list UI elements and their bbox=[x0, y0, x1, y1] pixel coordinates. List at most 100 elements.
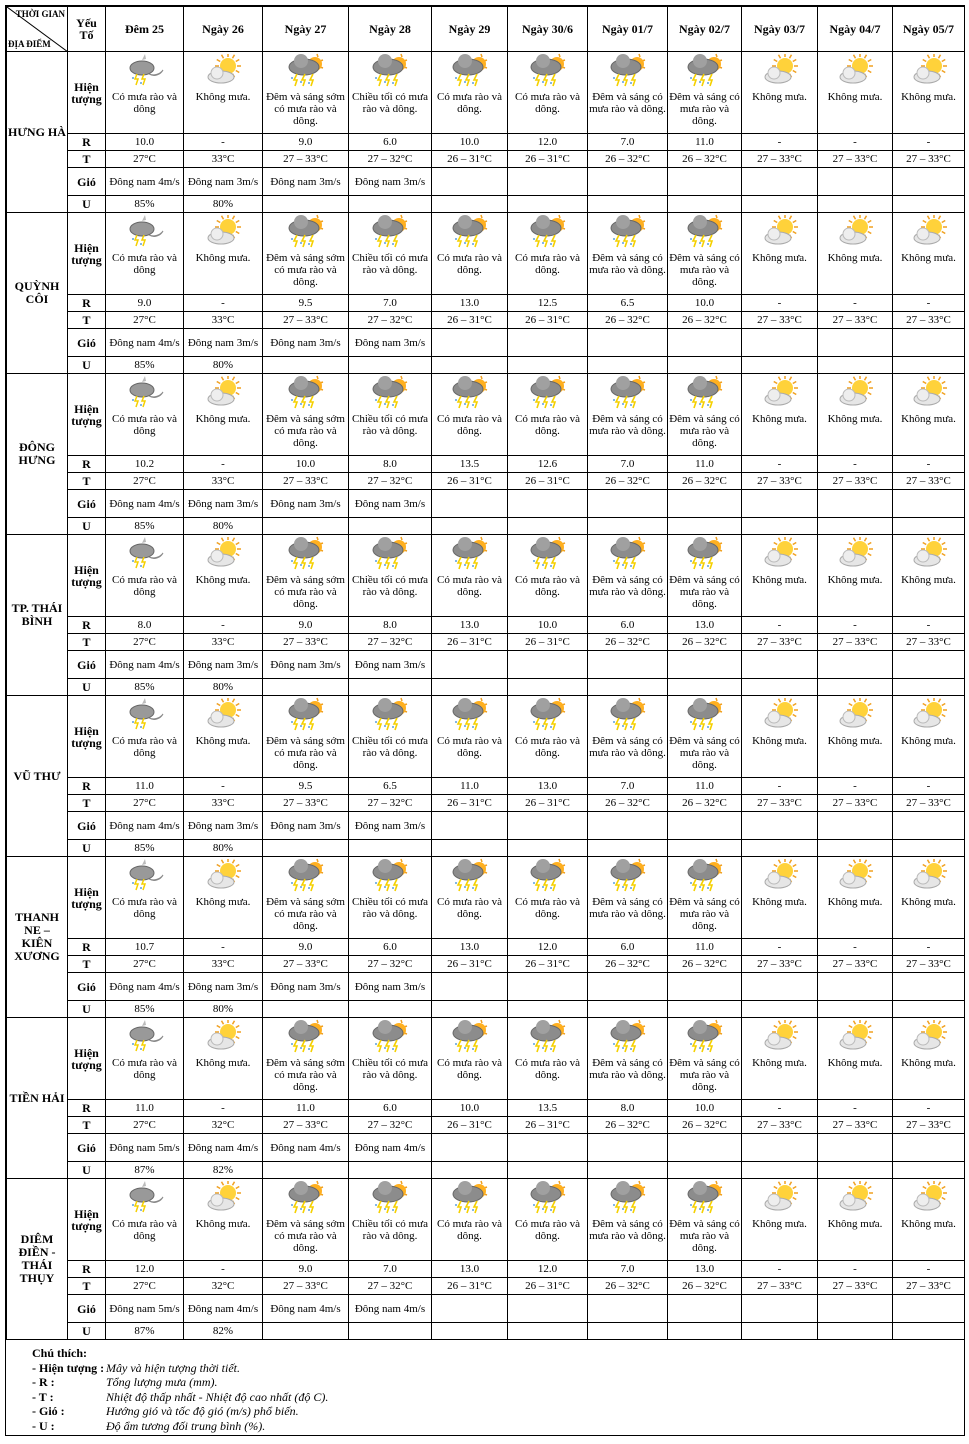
partly-cloudy-icon bbox=[183, 856, 263, 896]
thunderstorm-icon bbox=[507, 1178, 588, 1218]
wind-cell: Đông nam 3m/s bbox=[262, 972, 349, 1001]
wind-cell bbox=[667, 167, 742, 196]
temperature-cell: 26 – 31°C bbox=[507, 794, 588, 812]
wind-cell bbox=[667, 811, 742, 840]
humidity-row: U 85% 80% bbox=[7, 678, 965, 696]
place-label: ĐỊA ĐIỂM bbox=[8, 39, 51, 49]
rainfall-cell: 13.0 bbox=[667, 616, 742, 634]
row-label-rainfall: R bbox=[67, 1099, 106, 1117]
wind-cell bbox=[507, 328, 588, 357]
row-label-humidity: U bbox=[67, 1322, 106, 1340]
phenomenon-cell: Không mưa. bbox=[741, 91, 818, 134]
rainfall-cell: - bbox=[892, 455, 965, 473]
station-name: ĐÔNG HƯNG bbox=[6, 373, 68, 535]
phenomenon-cell: Đêm và sáng có mưa rào và dông. bbox=[587, 574, 668, 617]
temperature-cell: 27 – 33°C bbox=[741, 472, 818, 490]
temperature-cell: 27°C bbox=[105, 1116, 184, 1134]
rainfall-cell: - bbox=[741, 455, 818, 473]
row-label-humidity: U bbox=[67, 356, 106, 374]
wind-cell bbox=[507, 1133, 588, 1162]
partly-cloudy-icon bbox=[741, 373, 818, 413]
row-label-wind: Gió bbox=[67, 650, 106, 679]
rainfall-cell: 10.0 bbox=[105, 133, 184, 151]
wind-cell bbox=[587, 811, 668, 840]
temperature-cell: 27 – 33°C bbox=[892, 1277, 965, 1295]
phenomenon-cell: Đêm và sáng có mưa rào và dông. bbox=[587, 413, 668, 456]
wind-cell bbox=[507, 489, 588, 518]
phenomenon-cell: Có mưa rào và dông. bbox=[507, 252, 588, 295]
humidity-cell bbox=[431, 517, 508, 535]
wind-cell bbox=[892, 1294, 965, 1323]
wind-cell bbox=[667, 1294, 742, 1323]
phenomenon-cell: Không mưa. bbox=[741, 896, 818, 939]
wind-cell bbox=[587, 328, 668, 357]
rainfall-cell: 12.0 bbox=[507, 133, 588, 151]
day-header: Ngày 03/7 bbox=[741, 6, 818, 52]
note-item: - T : Nhiệt độ thấp nhất - Nhiệt độ cao n… bbox=[32, 1390, 964, 1405]
diagonal-divider bbox=[7, 7, 68, 52]
thunderstorm-icon bbox=[431, 534, 508, 574]
phenomenon-cell: Không mưa. bbox=[741, 735, 818, 778]
rainfall-cell: - bbox=[741, 1099, 818, 1117]
note-item: - R : Tổng lượng mưa (mm). bbox=[32, 1375, 964, 1390]
wind-cell bbox=[507, 167, 588, 196]
phenomenon-cell: Không mưa. bbox=[183, 735, 263, 778]
row-label-phenomenon: Hiện tượng bbox=[67, 695, 106, 778]
row-label-phenomenon: Hiện tượng bbox=[67, 51, 106, 134]
thunderstorm-icon bbox=[431, 1178, 508, 1218]
rainfall-cell: 12.6 bbox=[507, 455, 588, 473]
humidity-cell bbox=[507, 195, 588, 213]
note-desc: Độ ẩm tương đối trung bình (%). bbox=[106, 1418, 266, 1433]
phenomenon-cell: Có mưa rào và dông. bbox=[507, 1057, 588, 1100]
rainfall-cell: 9.5 bbox=[262, 294, 349, 312]
humidity-cell: 80% bbox=[183, 839, 263, 857]
rainfall-cell: 6.5 bbox=[587, 294, 668, 312]
humidity-cell bbox=[741, 517, 818, 535]
humidity-cell: 80% bbox=[183, 195, 263, 213]
temperature-row: T 27°C 33°C 27 – 33°C 27 – 32°C 26 – 31°C 26 –… bbox=[7, 150, 965, 168]
thunderstorm-icon bbox=[587, 695, 668, 735]
temperature-cell: 32°C bbox=[183, 1116, 263, 1134]
phenomenon-cell: Có mưa rào và dông. bbox=[431, 735, 508, 778]
phenomenon-cell: Chiều tối có mưa rào và dông. bbox=[348, 735, 432, 778]
phenomenon-cell: Có mưa rào và dông bbox=[105, 735, 184, 778]
rainfall-cell: 7.0 bbox=[587, 455, 668, 473]
phenomenon-cell: Không mưa. bbox=[741, 574, 818, 617]
humidity-cell: 85% bbox=[105, 839, 184, 857]
wind-cell: Đông nam 3m/s bbox=[183, 489, 263, 518]
rainfall-cell: 9.0 bbox=[262, 1260, 349, 1278]
icon-row: QUỲNH CÔI Hiện tượng bbox=[6, 212, 965, 374]
humidity-cell bbox=[507, 356, 588, 374]
rainfall-cell: - bbox=[817, 938, 893, 956]
temperature-cell: 27 – 33°C bbox=[892, 472, 965, 490]
row-label-temperature: T bbox=[67, 955, 106, 973]
phenomenon-row: Có mưa rào và dông Không mưa. Đêm và sáng … bbox=[7, 1218, 965, 1261]
phenomenon-cell: Đêm và sáng có mưa rào và dông. bbox=[667, 1218, 742, 1261]
wind-cell bbox=[741, 489, 818, 518]
humidity-row: U 87% 82% bbox=[7, 1161, 965, 1179]
temperature-cell: 27°C bbox=[105, 1277, 184, 1295]
humidity-cell bbox=[262, 1000, 349, 1018]
temperature-cell: 26 – 32°C bbox=[667, 311, 742, 329]
phenomenon-cell: Đêm và sáng có mưa rào và dông. bbox=[587, 1057, 668, 1100]
rainfall-cell: - bbox=[892, 133, 965, 151]
wind-cell: Đông nam 3m/s bbox=[348, 489, 432, 518]
humidity-cell: 85% bbox=[105, 517, 184, 535]
phenomenon-row: Có mưa rào và dông Không mưa. Đêm và sáng … bbox=[7, 896, 965, 939]
humidity-cell: 80% bbox=[183, 517, 263, 535]
temperature-cell: 27°C bbox=[105, 311, 184, 329]
humidity-cell bbox=[348, 517, 432, 535]
wind-cell: Đông nam 3m/s bbox=[183, 972, 263, 1001]
thunderstorm-icon bbox=[667, 856, 742, 896]
note-desc: Tổng lượng mưa (mm). bbox=[106, 1375, 218, 1389]
partly-cloudy-icon bbox=[817, 212, 893, 252]
wind-cell bbox=[892, 328, 965, 357]
phenomenon-cell: Chiều tối có mưa rào và dông. bbox=[348, 574, 432, 617]
rainfall-cell: 13.0 bbox=[667, 1260, 742, 1278]
phenomenon-cell: Đêm và sáng có mưa rào và dông. bbox=[667, 1057, 742, 1100]
humidity-cell bbox=[667, 1000, 742, 1018]
phenomenon-cell: Có mưa rào và dông. bbox=[431, 1218, 508, 1261]
note-item: - Hiện tượng : Mây và hiện tượng thời tiế… bbox=[32, 1361, 964, 1376]
rainfall-cell: 13.5 bbox=[431, 455, 508, 473]
temperature-cell: 27 – 33°C bbox=[817, 794, 893, 812]
